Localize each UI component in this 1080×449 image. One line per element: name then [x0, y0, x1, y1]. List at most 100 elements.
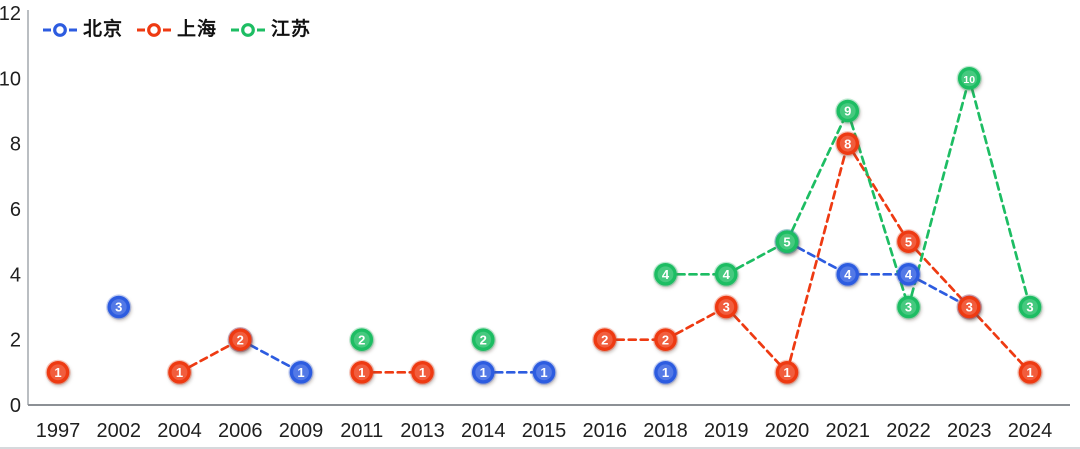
- marker-value-label: 4: [723, 267, 731, 282]
- marker-ring: [714, 295, 738, 319]
- data-point-marker: 2: [227, 327, 253, 353]
- data-point-marker: 1: [409, 359, 436, 385]
- x-tick-label: 2013: [400, 420, 445, 442]
- data-point-marker: 1: [774, 359, 800, 385]
- legend-marker-jiangsu-icon: [231, 23, 266, 37]
- y-tick-label: 4: [10, 264, 21, 286]
- data-point-marker: 5: [895, 229, 922, 255]
- x-tick-label: 2021: [826, 420, 871, 442]
- data-point-marker: 1: [470, 359, 496, 385]
- data-point-marker: 3: [895, 294, 922, 320]
- marker-ring: [350, 328, 374, 351]
- series-line-segment: [724, 305, 789, 374]
- legend-item-beijing[interactable]: 北京: [42, 16, 123, 44]
- y-tick-label: 2: [10, 330, 21, 352]
- series-line-segment: [238, 338, 303, 374]
- marker-value-label: 3: [723, 300, 730, 315]
- marker-ring: [168, 361, 191, 384]
- series-line-segment: [785, 240, 850, 276]
- marker-value-label: 3: [115, 300, 122, 315]
- marker-value-label: 8: [844, 136, 851, 151]
- marker-value-label: 9: [844, 104, 851, 119]
- marker-ring: [107, 295, 131, 319]
- marker-value-label: 3: [905, 300, 912, 315]
- data-point-marker: 4: [835, 261, 861, 287]
- marker-value-label: 5: [783, 234, 790, 249]
- y-tick-label: 12: [0, 3, 21, 25]
- x-tick-label: 2019: [704, 420, 749, 442]
- data-point-marker: 1: [531, 359, 557, 385]
- legend-label-beijing: 北京: [83, 19, 124, 40]
- x-tick-label: 2006: [218, 420, 263, 442]
- data-point-marker: 9: [835, 98, 861, 124]
- series-line-segment: [846, 142, 910, 244]
- data-point-marker: 3: [106, 294, 132, 320]
- data-point-marker: 1: [652, 359, 679, 385]
- marker-ring: [836, 99, 860, 123]
- data-point-marker: 4: [652, 261, 679, 287]
- series-line-北京: [238, 240, 971, 374]
- x-tick-label: 2014: [461, 420, 506, 442]
- marker-value-label: 10: [963, 74, 975, 86]
- legend-marker-shanghai-icon: [137, 23, 172, 37]
- marker-ring: [775, 361, 799, 384]
- marker-ring: [654, 263, 677, 286]
- marker-ring: [289, 361, 313, 384]
- series-markers-上海: 1 1 2 1 1 2 2 3 1 8 5 3 1: [45, 131, 1043, 385]
- x-tick-label: 2023: [947, 420, 992, 442]
- marker-value-label: 1: [540, 365, 547, 380]
- marker-value-label: 1: [783, 365, 790, 380]
- y-tick-label: 6: [10, 199, 21, 221]
- data-point-marker: 2: [592, 327, 618, 353]
- marker-value-label: 4: [905, 267, 913, 282]
- marker-ring: [654, 361, 677, 384]
- marker-ring: [957, 67, 981, 90]
- series-line-segment: [967, 76, 1032, 309]
- marker-value-label: 4: [662, 267, 670, 282]
- marker-ring: [593, 328, 617, 351]
- marker-value-label: 5: [905, 234, 912, 249]
- marker-ring: [411, 361, 434, 384]
- marker-value-label: 4: [844, 267, 852, 282]
- x-tick-label: 2022: [886, 420, 931, 442]
- y-tick-label: 10: [0, 68, 21, 90]
- series-markers-江苏: 2 2 4 4 5 9 3 10 3: [349, 65, 1043, 353]
- marker-value-label: 1: [662, 365, 669, 380]
- legend-marker-beijing-icon: [43, 23, 77, 37]
- data-point-marker: 3: [1017, 294, 1043, 320]
- marker-ring: [1018, 295, 1042, 319]
- series-line-segment: [178, 338, 242, 374]
- bottom-divider: [0, 447, 1080, 449]
- data-point-marker: 3: [956, 294, 982, 320]
- data-point-marker: 2: [652, 327, 679, 353]
- marker-ring: [46, 361, 70, 384]
- x-tick-label: 1997: [36, 420, 81, 442]
- chart-legend: 北京 上海 江苏: [42, 16, 311, 44]
- marker-ring: [228, 328, 252, 351]
- marker-ring: [471, 361, 495, 384]
- data-point-marker: 4: [713, 261, 739, 287]
- marker-ring: [714, 263, 738, 286]
- x-tick-label: 2002: [97, 420, 142, 442]
- data-point-marker: 1: [166, 359, 193, 385]
- y-tick-label: 8: [10, 134, 21, 156]
- data-point-marker: 8: [835, 131, 861, 157]
- x-tick-label: 2004: [157, 420, 202, 442]
- data-point-marker: 2: [349, 327, 375, 353]
- x-tick-label: 2011: [340, 420, 383, 442]
- marker-value-label: 2: [358, 332, 365, 347]
- marker-ring: [350, 361, 374, 384]
- series-line-segment: [664, 305, 728, 342]
- marker-value-label: 1: [176, 365, 183, 380]
- marker-ring: [471, 328, 495, 351]
- marker-ring: [1018, 361, 1042, 384]
- y-tick-label: 0: [10, 395, 21, 417]
- marker-ring: [897, 295, 920, 319]
- legend-item-jiangsu[interactable]: 江苏: [230, 16, 311, 44]
- marker-ring: [836, 263, 860, 286]
- marker-value-label: 1: [480, 365, 487, 380]
- marker-value-label: 3: [1026, 300, 1033, 315]
- marker-ring: [836, 132, 860, 155]
- legend-item-shanghai[interactable]: 上海: [136, 16, 217, 44]
